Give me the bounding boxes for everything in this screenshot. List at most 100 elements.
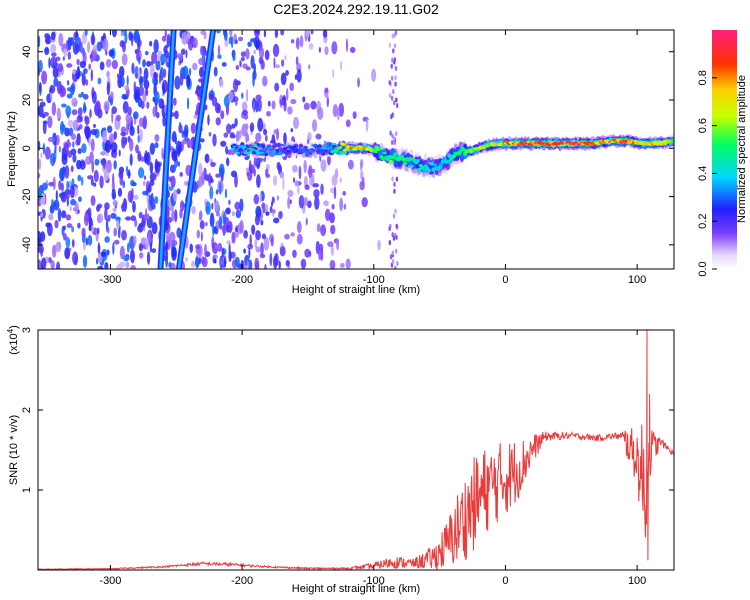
noise-blob [200,45,204,56]
noise-blob [181,32,188,45]
noise-blob [265,211,270,216]
noise-blob [262,75,268,87]
noise-blob [223,255,227,268]
noise-blob [294,180,300,187]
noise-blob [151,51,158,64]
noise-blob [392,235,396,241]
noise-blob [62,233,67,241]
noise-blob [281,59,285,67]
ridge-cell [270,153,275,156]
ridge-cell [259,151,264,154]
noise-blob [388,42,392,48]
noise-blob [393,57,397,63]
noise-blob [71,226,75,233]
ridge-cell [325,142,330,146]
noise-blob [66,93,73,99]
noise-blob [394,248,398,254]
noise-blob [310,30,314,35]
noise-blob [259,191,262,204]
noise-blob [113,160,117,170]
noise-blob [80,176,84,186]
noise-blob [171,239,178,247]
ridge-cell [282,147,288,150]
noise-blob [324,46,329,56]
noise-blob [116,219,120,230]
noise-blob [160,53,166,65]
noise-blob [273,255,278,269]
noise-blob [247,41,252,48]
noise-blob [221,62,227,67]
noise-blob [152,96,156,103]
noise-blob [146,60,152,67]
noise-blob [279,99,285,106]
noise-blob [223,30,228,42]
noise-blob [65,105,72,117]
ridge-cell [263,146,269,150]
noise-blob [41,70,48,85]
noise-blob [112,207,117,213]
noise-blob [118,66,125,78]
noise-blob [65,236,71,248]
noise-blob [40,248,43,257]
noise-blob [107,214,111,222]
noise-blob [132,200,136,213]
noise-blob [129,249,135,263]
noise-blob [394,81,397,87]
noise-blob [305,30,310,39]
noise-blob [331,174,338,187]
spectrogram-xtick-label: -200 [231,274,253,286]
noise-blob [88,136,92,147]
noise-blob [394,131,398,137]
noise-blob [44,146,51,160]
noise-blob [48,57,51,69]
spectrogram-streaks [157,30,217,269]
ridge-cell [331,142,337,146]
noise-blob [220,110,225,120]
noise-blob [246,88,249,103]
noise-blob [72,119,79,131]
noise-blob [239,60,242,67]
noise-blob [211,96,218,107]
noise-blob [307,200,312,209]
noise-blob [255,132,262,143]
noise-blob [72,69,76,75]
noise-blob [53,149,57,161]
noise-blob [274,30,279,39]
noise-blob [194,256,200,269]
noise-blob [135,72,139,79]
noise-blob [85,237,88,246]
noise-blob [259,47,265,59]
noise-blob [47,115,53,129]
noise-blob [164,30,167,38]
noise-blob [129,126,135,137]
noise-blob [324,208,331,221]
noise-blob [40,212,44,218]
noise-blob [287,189,294,198]
noise-blob [273,129,278,135]
ridge-cell [437,165,443,170]
noise-blob [72,251,79,266]
noise-blob [308,164,313,179]
noise-blob [391,133,394,139]
noise-blob [279,171,284,179]
noise-blob [143,175,147,180]
noise-blob [194,89,201,96]
noise-blob [340,60,343,71]
noise-blob [371,68,377,82]
noise-blob [151,248,157,253]
noise-blob [231,231,236,244]
noise-blob [121,229,127,241]
noise-blob [145,237,149,251]
noise-blob [107,226,110,234]
noise-blob [208,131,212,137]
noise-blob [118,225,121,233]
noise-blob [119,40,125,48]
ridge-cell [461,147,466,152]
noise-blob [168,186,174,191]
noise-blob [49,205,54,214]
noise-blob [235,209,242,219]
noise-blob [163,68,167,78]
ridge-cell [235,151,240,155]
noise-blob [119,245,125,260]
noise-blob [309,177,314,186]
